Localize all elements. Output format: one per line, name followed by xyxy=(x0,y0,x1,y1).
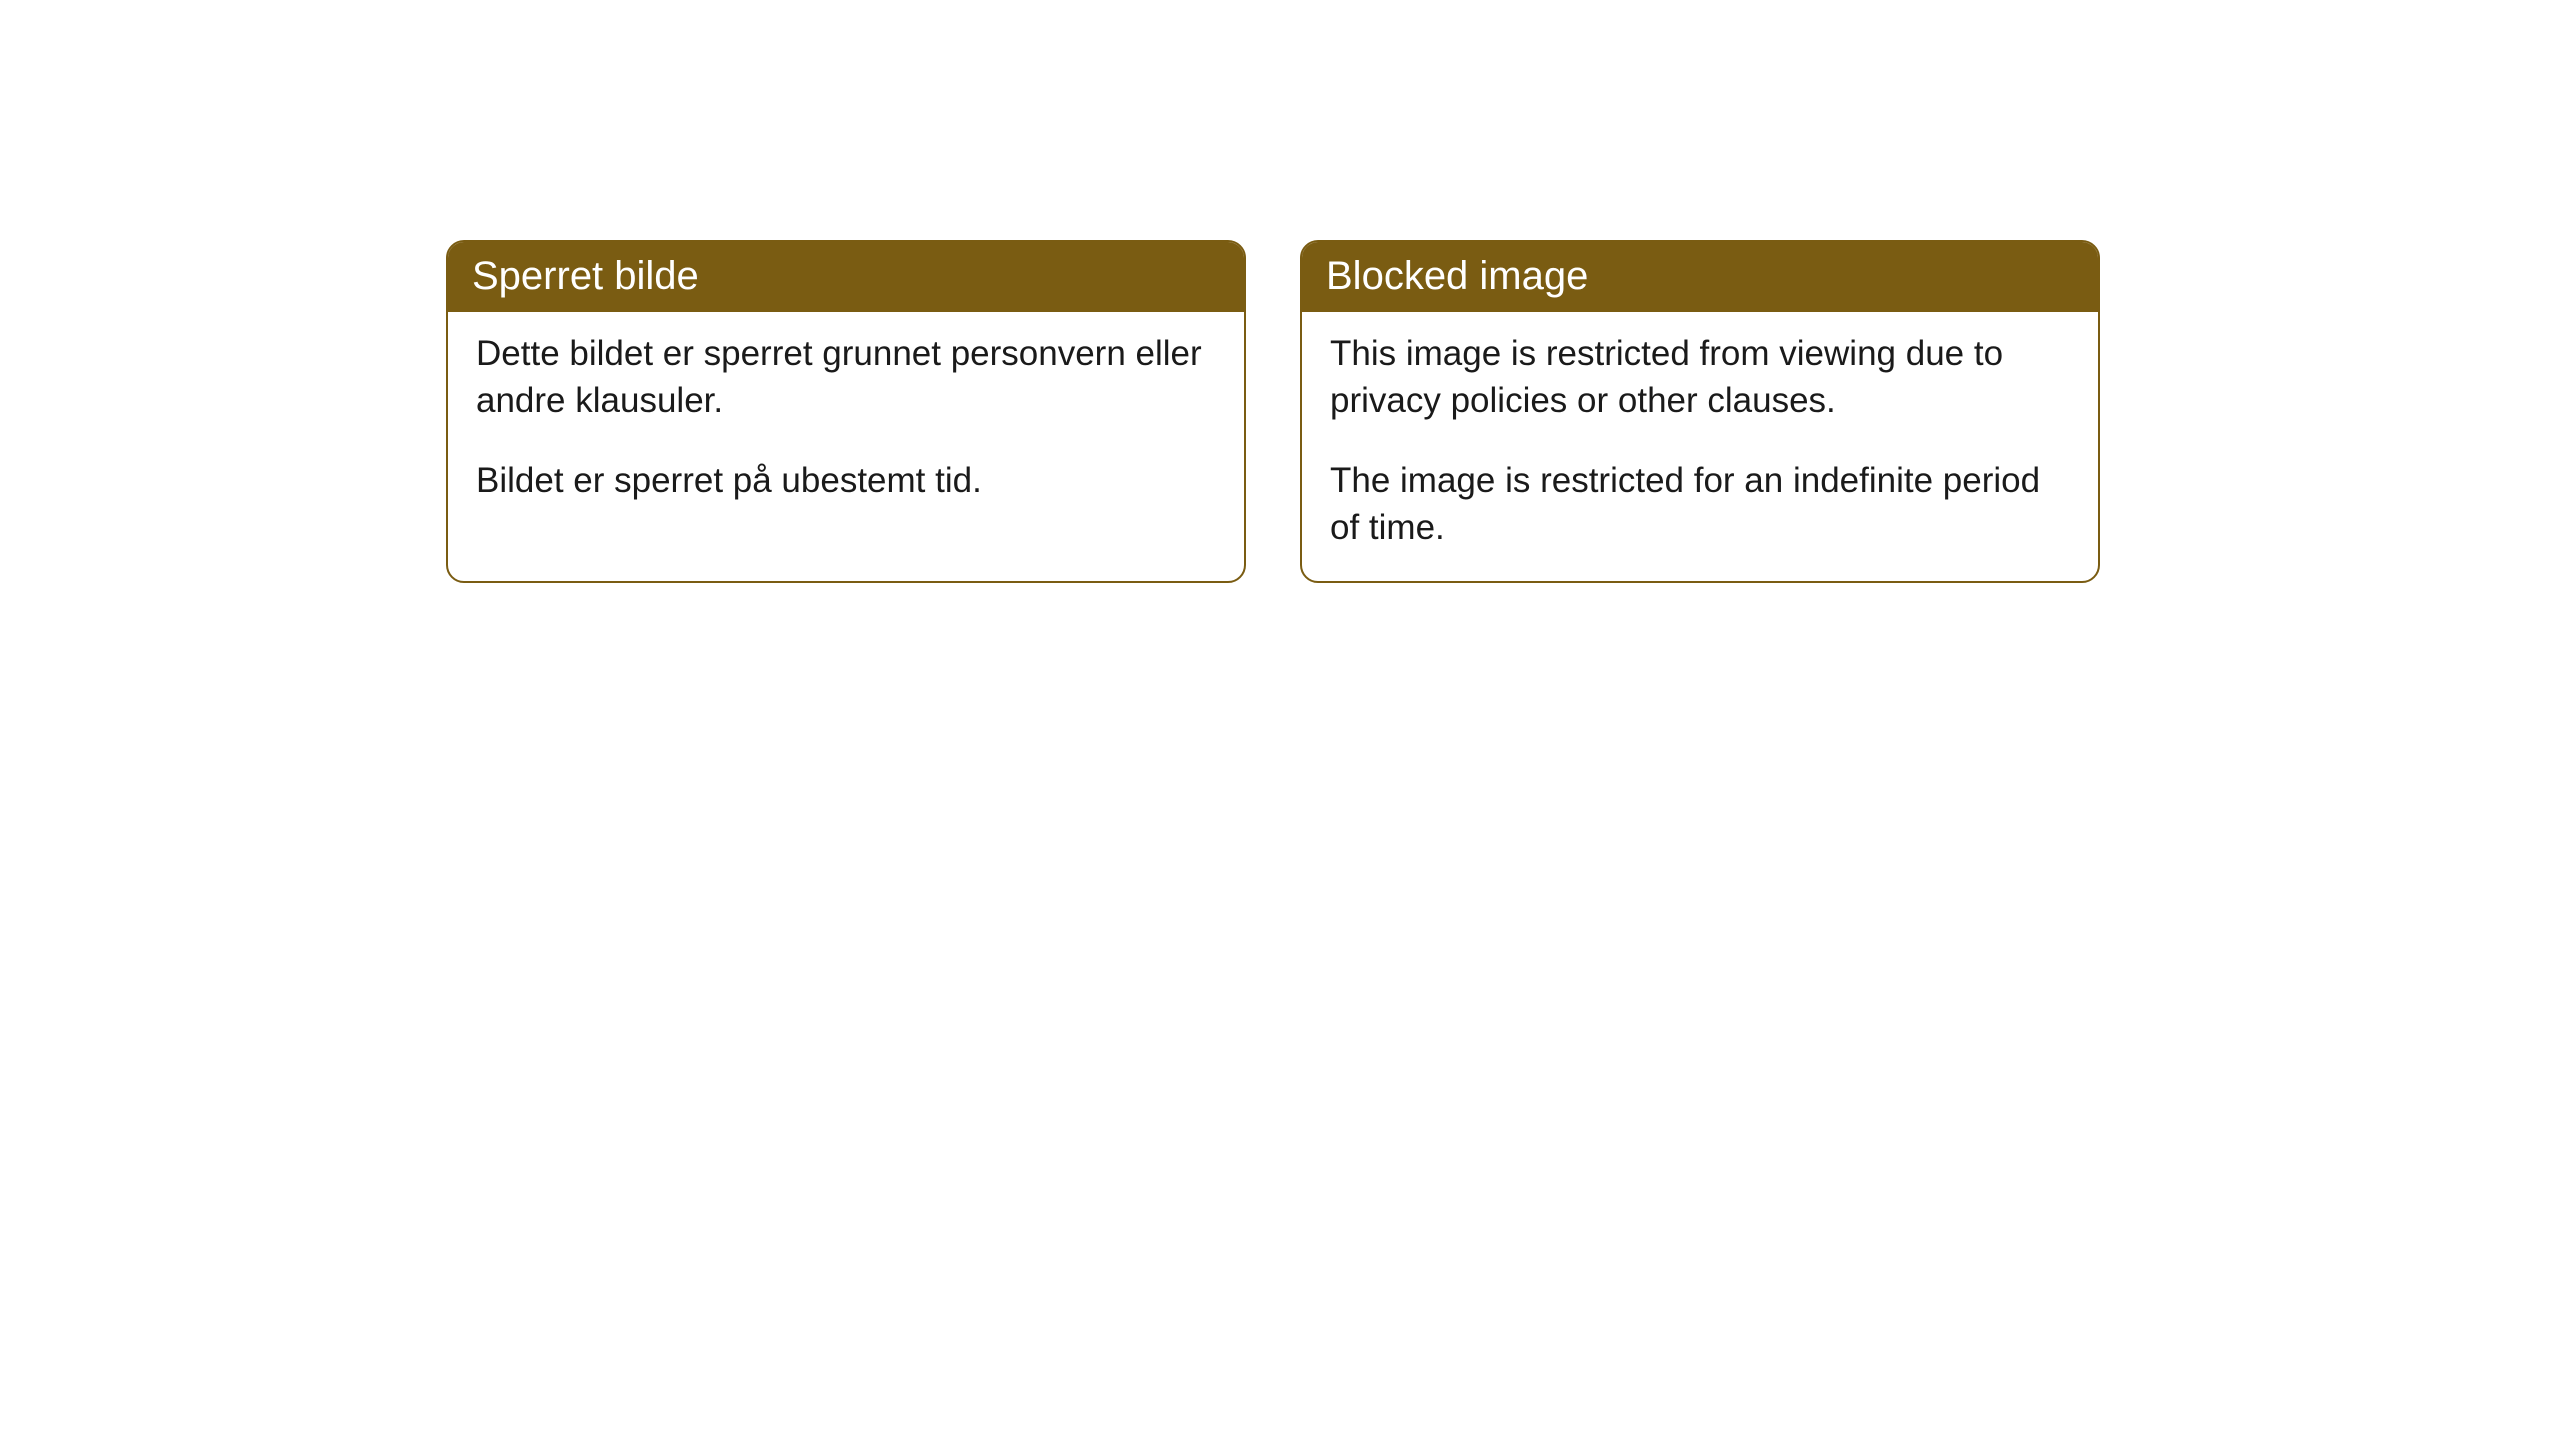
card-paragraph: Bildet er sperret på ubestemt tid. xyxy=(476,457,1216,504)
card-body: Dette bildet er sperret grunnet personve… xyxy=(448,312,1244,534)
cards-container: Sperret bilde Dette bildet er sperret gr… xyxy=(0,0,2560,583)
card-paragraph: Dette bildet er sperret grunnet personve… xyxy=(476,330,1216,425)
blocked-image-card-english: Blocked image This image is restricted f… xyxy=(1300,240,2100,583)
blocked-image-card-norwegian: Sperret bilde Dette bildet er sperret gr… xyxy=(446,240,1246,583)
card-paragraph: The image is restricted for an indefinit… xyxy=(1330,457,2070,552)
card-paragraph: This image is restricted from viewing du… xyxy=(1330,330,2070,425)
card-title: Blocked image xyxy=(1302,242,2098,312)
card-title: Sperret bilde xyxy=(448,242,1244,312)
card-body: This image is restricted from viewing du… xyxy=(1302,312,2098,581)
